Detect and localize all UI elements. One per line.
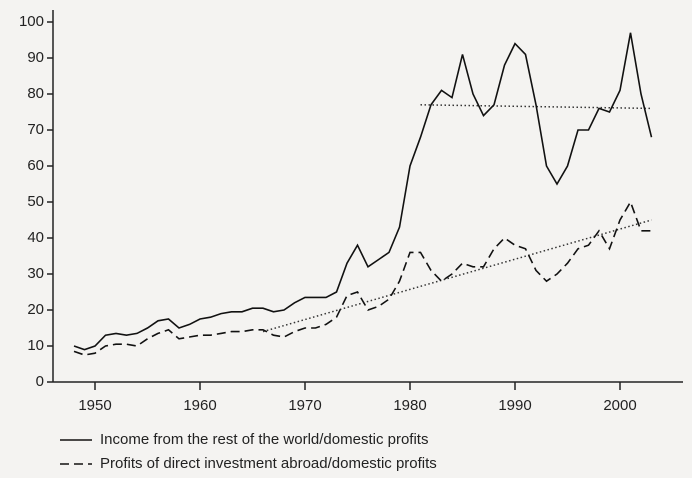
trend-line: [262, 219, 652, 333]
y-tick-label: 80: [27, 85, 44, 102]
series-line: [73, 32, 653, 351]
x-tick-label: 2000: [603, 397, 636, 414]
y-tick-label: 100: [19, 13, 44, 30]
x-tick-label: 1960: [183, 397, 216, 414]
trend-line: [420, 104, 652, 110]
y-tick-label: 90: [27, 49, 44, 66]
x-tick-label: 1950: [78, 397, 111, 414]
y-tick-label: 10: [27, 337, 44, 354]
y-tick-label: 0: [36, 373, 44, 390]
legend-label: Profits of direct investment abroad/dome…: [100, 455, 437, 472]
x-tick-label: 1980: [393, 397, 426, 414]
y-tick-label: 40: [27, 229, 44, 246]
y-tick-label: 70: [27, 121, 44, 138]
y-tick-label: 30: [27, 265, 44, 282]
x-tick-label: 1970: [288, 397, 321, 414]
x-tick-label: 1990: [498, 397, 531, 414]
series-line: [73, 200, 652, 356]
y-tick-label: 60: [27, 157, 44, 174]
y-tick-label: 20: [27, 301, 44, 318]
legend-label: Income from the rest of the world/domest…: [100, 431, 428, 448]
y-tick-label: 50: [27, 193, 44, 210]
